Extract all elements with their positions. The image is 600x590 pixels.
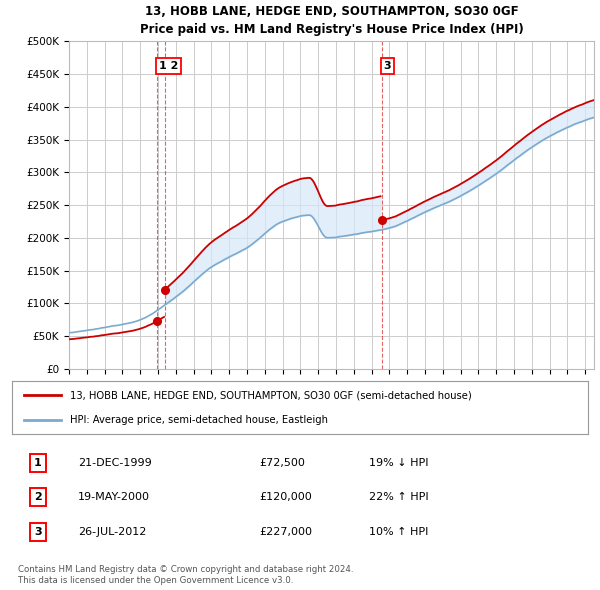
- Text: 2: 2: [34, 493, 42, 502]
- Text: £120,000: £120,000: [260, 493, 313, 502]
- Text: 13, HOBB LANE, HEDGE END, SOUTHAMPTON, SO30 0GF (semi-detached house): 13, HOBB LANE, HEDGE END, SOUTHAMPTON, S…: [70, 391, 472, 401]
- Text: 3: 3: [34, 527, 42, 537]
- Text: 22% ↑ HPI: 22% ↑ HPI: [369, 493, 429, 502]
- Text: 1 2: 1 2: [159, 61, 179, 71]
- Text: 10% ↑ HPI: 10% ↑ HPI: [369, 527, 428, 537]
- Text: 3: 3: [383, 61, 391, 71]
- Text: £72,500: £72,500: [260, 458, 305, 468]
- Title: 13, HOBB LANE, HEDGE END, SOUTHAMPTON, SO30 0GF
Price paid vs. HM Land Registry': 13, HOBB LANE, HEDGE END, SOUTHAMPTON, S…: [140, 5, 523, 36]
- Text: HPI: Average price, semi-detached house, Eastleigh: HPI: Average price, semi-detached house,…: [70, 415, 328, 425]
- Text: 21-DEC-1999: 21-DEC-1999: [78, 458, 152, 468]
- Text: 26-JUL-2012: 26-JUL-2012: [78, 527, 146, 537]
- Text: 1: 1: [34, 458, 42, 468]
- Text: 19-MAY-2000: 19-MAY-2000: [78, 493, 150, 502]
- Text: 19% ↓ HPI: 19% ↓ HPI: [369, 458, 428, 468]
- Text: Contains HM Land Registry data © Crown copyright and database right 2024.
This d: Contains HM Land Registry data © Crown c…: [18, 565, 353, 585]
- Text: £227,000: £227,000: [260, 527, 313, 537]
